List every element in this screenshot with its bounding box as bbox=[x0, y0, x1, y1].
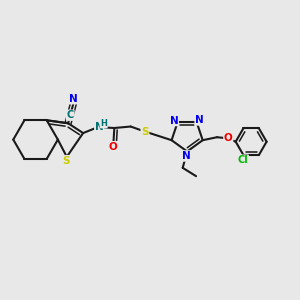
Text: N: N bbox=[95, 122, 103, 132]
Text: S: S bbox=[63, 156, 70, 166]
Text: N: N bbox=[182, 151, 191, 161]
Text: H: H bbox=[100, 119, 107, 128]
Text: N: N bbox=[169, 116, 178, 126]
Text: O: O bbox=[224, 134, 233, 143]
Text: C: C bbox=[67, 110, 74, 120]
Text: S: S bbox=[141, 127, 149, 137]
Text: Cl: Cl bbox=[237, 155, 248, 165]
Text: N: N bbox=[69, 94, 78, 104]
Text: O: O bbox=[109, 142, 118, 152]
Text: N: N bbox=[195, 115, 204, 125]
